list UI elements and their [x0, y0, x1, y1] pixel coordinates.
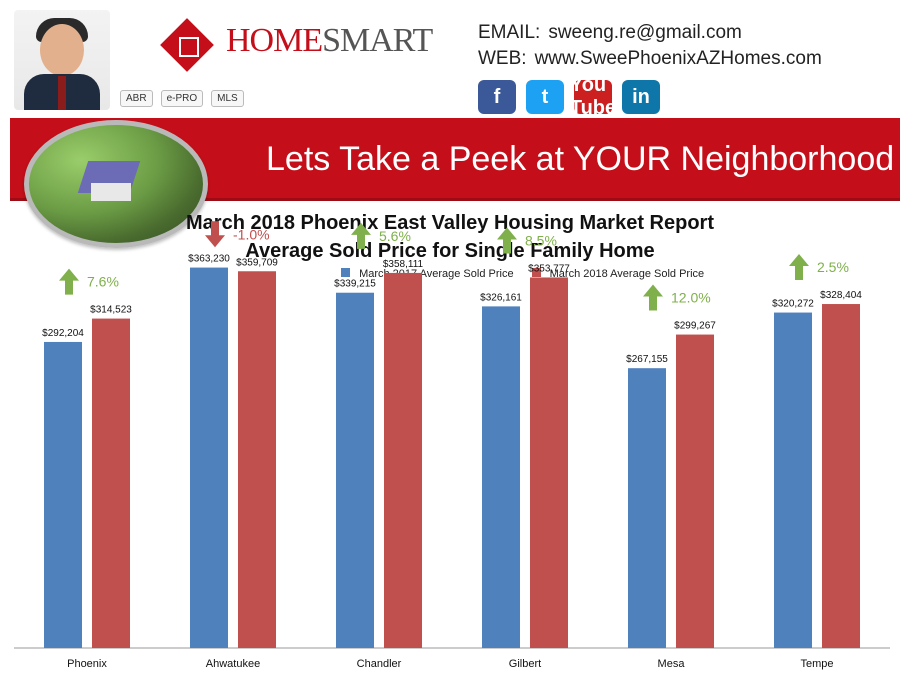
- value-label-2017-ahwatukee: $363,230: [188, 254, 230, 265]
- value-label-2017-tempe: $320,272: [772, 299, 814, 310]
- up-arrow-icon-mesa: [643, 284, 663, 311]
- change-label-ahwatukee: -1.0%: [233, 226, 270, 242]
- brand-logo: HOMESMART: [160, 18, 433, 78]
- agent-tie: [58, 76, 66, 110]
- chart-title: March 2018 Phoenix East Valley Housing M…: [186, 212, 714, 234]
- up-arrow-icon-tempe: [789, 254, 809, 281]
- facebook-icon[interactable]: f: [478, 80, 516, 114]
- web-label: WEB:: [478, 48, 527, 69]
- web-row: WEB: www.SweePhoenixAZHomes.com: [478, 46, 822, 72]
- legend-swatch-2017: [341, 268, 350, 277]
- youtube-icon[interactable]: You Tube: [569, 74, 617, 119]
- twitter-icon[interactable]: t: [526, 80, 564, 114]
- web-value[interactable]: www.SweePhoenixAZHomes.com: [534, 48, 822, 69]
- x-tick-ahwatukee: Ahwatukee: [206, 658, 260, 670]
- bar-2018-mesa: [676, 334, 714, 648]
- legend-label-2018: March 2018 Average Sold Price: [549, 268, 705, 280]
- up-arrow-icon-gilbert: [497, 227, 517, 254]
- value-label-2018-chandler: $358,111: [383, 259, 424, 270]
- bar-2018-chandler: [384, 272, 422, 648]
- house-wall: [91, 183, 131, 201]
- bar-2017-gilbert: [482, 306, 520, 648]
- value-label-2018-phoenix: $314,523: [90, 305, 132, 316]
- banner-text: Lets Take a Peek at YOUR Neighborhood: [266, 140, 895, 178]
- x-tick-mesa: Mesa: [658, 658, 686, 670]
- agent-photo: [14, 10, 110, 110]
- change-label-tempe: 2.5%: [817, 259, 849, 275]
- value-label-2017-gilbert: $326,161: [480, 292, 522, 303]
- bar-2018-phoenix: [92, 318, 130, 648]
- header: HOMESMART ABR e-PRO MLS EMAIL: sweeng.re…: [0, 0, 900, 119]
- agent-face: [40, 24, 84, 76]
- legend-item-2018: March 2018 Average Sold Price: [531, 268, 705, 280]
- email-row: EMAIL: sweeng.re@gmail.com: [478, 20, 822, 46]
- change-label-chandler: 5.6%: [379, 228, 411, 244]
- email-value[interactable]: sweeng.re@gmail.com: [548, 22, 742, 43]
- linkedin-icon[interactable]: in: [622, 80, 660, 114]
- value-label-2017-mesa: $267,155: [626, 354, 668, 365]
- x-tick-gilbert: Gilbert: [509, 658, 541, 670]
- value-label-2017-chandler: $339,215: [334, 279, 376, 290]
- badge-epro: e-PRO: [160, 89, 204, 107]
- up-arrow-icon-phoenix: [59, 268, 79, 295]
- x-tick-phoenix: Phoenix: [67, 658, 107, 670]
- certification-badges: ABR e-PRO MLS: [120, 86, 400, 110]
- badge-abr: ABR: [120, 89, 153, 107]
- change-label-gilbert: 8.5%: [525, 232, 557, 248]
- x-tick-tempe: Tempe: [800, 658, 833, 670]
- bar-2017-chandler: [336, 292, 374, 648]
- bar-2017-mesa: [628, 368, 666, 648]
- brand-diamond-inner: [179, 37, 199, 57]
- value-label-2018-mesa: $299,267: [674, 321, 716, 332]
- value-label-2017-phoenix: $292,204: [42, 328, 84, 339]
- legend-swatch-2018: [531, 268, 541, 277]
- value-label-2018-tempe: $328,404: [820, 290, 862, 301]
- brand-name-smart: SMART: [322, 22, 433, 59]
- brand-name-home: HOME: [226, 22, 323, 59]
- brand-name: HOMESMART: [226, 22, 433, 60]
- up-arrow-icon-chandler: [351, 222, 371, 249]
- bar-2017-phoenix: [44, 341, 82, 648]
- email-label: EMAIL:: [478, 22, 541, 43]
- bar-2018-tempe: [822, 304, 860, 648]
- badge-mls: MLS: [211, 89, 244, 107]
- bar-2017-tempe: [774, 312, 812, 648]
- contact-info: EMAIL: sweeng.re@gmail.com WEB: www.Swee…: [478, 20, 822, 72]
- change-label-phoenix: 7.6%: [87, 274, 119, 290]
- value-label-2018-gilbert: $353,777: [528, 263, 570, 274]
- x-tick-chandler: Chandler: [357, 658, 402, 670]
- down-arrow-icon-ahwatukee: [205, 221, 225, 248]
- bar-2018-gilbert: [530, 277, 568, 648]
- chart-subtitle: Average Sold Price for Single Family Hom…: [245, 240, 655, 262]
- change-label-mesa: 12.0%: [671, 290, 711, 306]
- value-label-2018-ahwatukee: $359,709: [236, 257, 278, 268]
- social-links: f t You Tube in: [478, 74, 660, 119]
- bar-2017-ahwatukee: [190, 267, 228, 648]
- bar-2018-ahwatukee: [238, 271, 276, 648]
- house-image: [24, 120, 208, 248]
